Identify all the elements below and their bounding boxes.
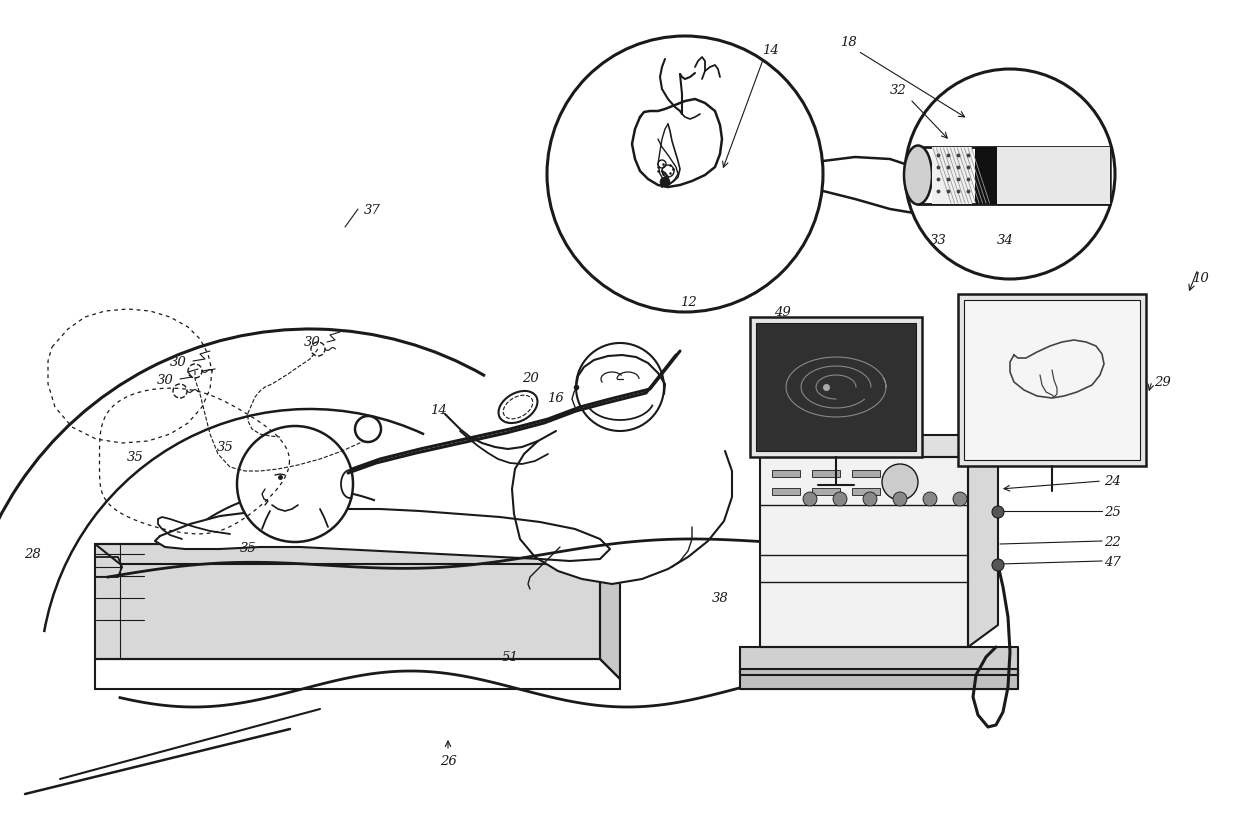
Text: 25: 25: [1104, 505, 1121, 518]
Text: 30: 30: [156, 373, 174, 386]
Text: 14: 14: [761, 43, 779, 56]
Polygon shape: [968, 436, 998, 647]
Text: 29: 29: [1153, 375, 1171, 388]
Text: 24: 24: [1104, 475, 1121, 488]
Text: 16: 16: [547, 391, 563, 404]
Text: 35: 35: [217, 441, 233, 454]
FancyBboxPatch shape: [959, 295, 1146, 466]
Text: 34: 34: [997, 233, 1013, 246]
Text: 47: 47: [1104, 555, 1121, 568]
Bar: [773, 489, 800, 495]
Circle shape: [355, 416, 381, 442]
Polygon shape: [600, 544, 620, 679]
Bar: [932, 148, 972, 205]
Polygon shape: [760, 457, 968, 647]
Circle shape: [992, 507, 1004, 518]
Circle shape: [547, 37, 823, 313]
Text: 51: 51: [502, 651, 518, 664]
Text: 26: 26: [440, 754, 456, 768]
Text: 38: 38: [712, 591, 728, 604]
Bar: [852, 489, 880, 495]
Bar: [963, 301, 1140, 460]
Text: 10: 10: [1192, 272, 1208, 284]
Polygon shape: [155, 509, 610, 561]
Bar: [812, 489, 839, 495]
Circle shape: [660, 178, 670, 188]
Circle shape: [863, 493, 877, 507]
Circle shape: [923, 493, 937, 507]
Circle shape: [833, 493, 847, 507]
Text: 35: 35: [126, 451, 144, 464]
Bar: [975, 148, 997, 205]
Circle shape: [905, 70, 1115, 280]
Circle shape: [804, 493, 817, 507]
Text: 12: 12: [680, 295, 697, 308]
Bar: [773, 470, 800, 478]
Text: 30: 30: [304, 336, 320, 349]
Bar: [997, 148, 1110, 205]
Text: 35: 35: [239, 541, 257, 554]
Text: 14: 14: [429, 403, 446, 416]
Circle shape: [893, 493, 906, 507]
Circle shape: [954, 493, 967, 507]
Polygon shape: [95, 544, 600, 659]
Polygon shape: [95, 544, 620, 565]
Ellipse shape: [498, 392, 537, 424]
Bar: [812, 470, 839, 478]
Text: 18: 18: [839, 36, 857, 49]
Text: 32: 32: [889, 84, 906, 96]
Text: 37: 37: [363, 203, 381, 216]
Text: 20: 20: [522, 371, 538, 384]
Circle shape: [992, 560, 1004, 571]
Ellipse shape: [904, 147, 932, 205]
Polygon shape: [740, 647, 1018, 675]
Bar: [852, 470, 880, 478]
Text: 28: 28: [24, 548, 41, 561]
Text: 22: 22: [1104, 535, 1121, 548]
Polygon shape: [512, 431, 732, 585]
Text: 49: 49: [774, 306, 790, 318]
Polygon shape: [740, 669, 1018, 689]
Circle shape: [577, 344, 663, 431]
Circle shape: [882, 465, 918, 500]
Bar: [756, 324, 916, 451]
Circle shape: [237, 426, 353, 542]
Text: 33: 33: [930, 233, 946, 246]
FancyBboxPatch shape: [750, 318, 923, 457]
Polygon shape: [760, 436, 998, 457]
Text: 30: 30: [170, 355, 186, 368]
